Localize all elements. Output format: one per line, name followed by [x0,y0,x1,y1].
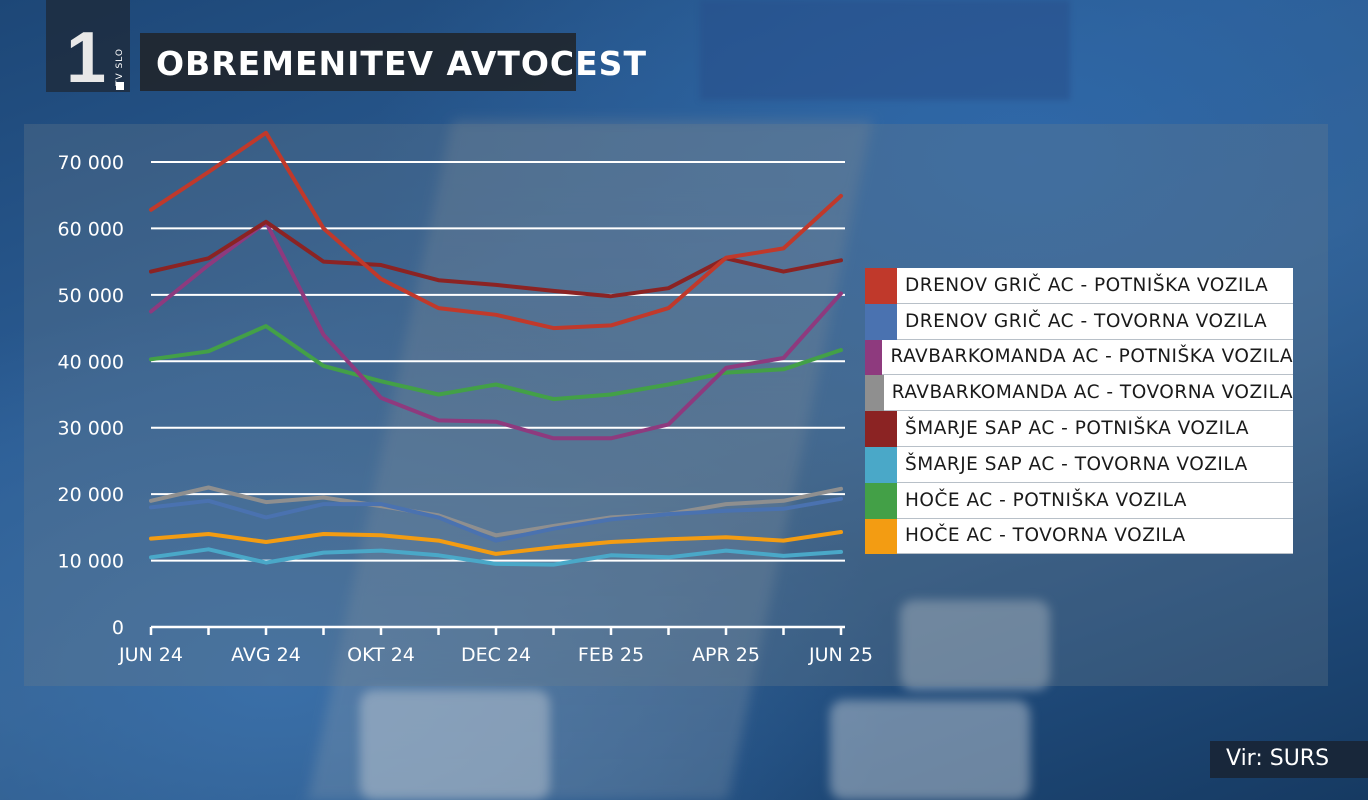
y-tick-label: 10 000 [58,551,124,573]
source-box [1210,741,1368,778]
background-car [830,700,1030,800]
legend-item: RAVBARKOMANDA AC - TOVORNA VOZILA [865,375,1293,412]
x-axis: JUN 24 AVG 24 OKT 24 DEC 24 FEB 25 APR 25 JUN … [118,625,873,666]
series-line-drenov-tovorna [149,496,843,543]
x-tick-label: APR 25 [692,644,760,666]
background-highway-sign [700,0,1070,100]
y-tick-label: 70 000 [58,152,124,174]
y-tick-label: 60 000 [58,218,124,240]
legend-swatch [865,446,897,483]
legend-label: RAVBARKOMANDA AC - POTNIŠKA VOZILA [882,339,1293,376]
legend-item: ŠMARJE SAP AC - POTNIŠKA VOZILA [865,411,1293,447]
legend-item: DRENOV GRIČ AC - TOVORNA VOZILA [865,303,1293,340]
chart-legend: DRENOV GRIČ AC - POTNIŠKA VOZILA DRENOV G… [865,268,1293,555]
y-tick-label: 20 000 [58,484,124,506]
channel-logo-dot [116,82,124,90]
series-line-drenov-potniska [149,130,843,331]
y-tick-label: 50 000 [58,285,124,307]
legend-label: ŠMARJE SAP AC - POTNIŠKA VOZILA [897,411,1293,447]
chart-title: OBREMENITEV AVTOCEST [156,44,647,83]
legend-item: HOČE AC - POTNIŠKA VOZILA [865,482,1293,519]
series-line-hoce-tovorna [149,530,843,556]
title-box [140,33,576,91]
legend-label: HOČE AC - POTNIŠKA VOZILA [897,482,1293,519]
legend-item: HOČE AC - TOVORNA VOZILA [865,518,1293,555]
source-label: Vir: SURS [1226,746,1330,771]
x-tick-label: JUN 25 [808,644,873,666]
series-line-smarje-tovorna [149,547,843,567]
legend-swatch [865,303,897,340]
channel-logo [46,0,130,92]
legend-swatch [865,482,897,519]
background-car [360,690,550,800]
chart-series [149,130,843,567]
y-tick-label: 40 000 [58,351,124,373]
legend-label: RAVBARKOMANDA AC - TOVORNA VOZILA [883,375,1293,412]
legend-item: DRENOV GRIČ AC - POTNIŠKA VOZILA [865,268,1293,304]
x-tick-label: OKT 24 [347,644,415,666]
y-tick-label: 30 000 [58,418,124,440]
legend-swatch [865,411,897,447]
legend-item: ŠMARJE SAP AC - TOVORNA VOZILA [865,446,1293,483]
channel-logo-number: 1 [66,18,107,98]
series-line-ravbar-tovorna [149,485,843,538]
legend-label: DRENOV GRIČ AC - TOVORNA VOZILA [897,303,1293,340]
series-line-hoce-potniska [149,324,843,402]
background-car [900,600,1050,690]
legend-item: RAVBARKOMANDA AC - POTNIŠKA VOZILA [865,339,1293,376]
legend-label: ŠMARJE SAP AC - TOVORNA VOZILA [897,446,1293,483]
legend-label: DRENOV GRIČ AC - POTNIŠKA VOZILA [897,268,1293,304]
legend-label: HOČE AC - TOVORNA VOZILA [897,518,1293,555]
legend-swatch [865,339,883,376]
y-axis-tick-labels: 0 10 000 20 000 30 000 40 000 50 000 60 000 70 … [58,152,124,639]
x-tick-label: AVG 24 [231,644,301,666]
y-tick-label: 0 [112,617,124,639]
x-tick-label: JUN 24 [118,644,183,666]
x-tick-label: DEC 24 [461,644,531,666]
legend-swatch [865,518,897,555]
legend-swatch [865,268,897,304]
x-tick-label: FEB 25 [578,644,644,666]
legend-swatch [865,375,884,412]
